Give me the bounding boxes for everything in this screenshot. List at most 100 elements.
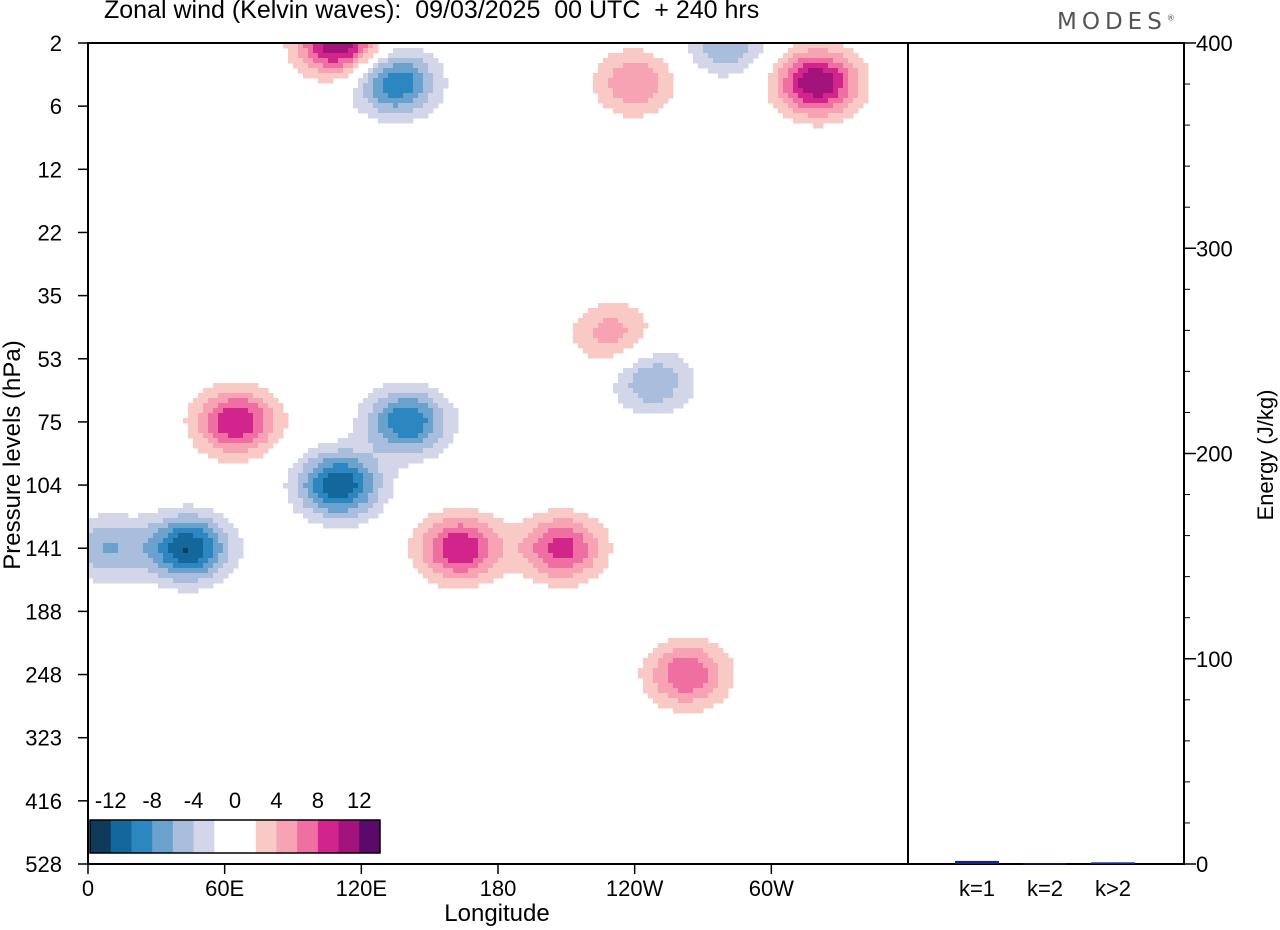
heatmap-cell bbox=[673, 363, 679, 369]
heatmap-cell bbox=[583, 558, 589, 564]
heatmap-cell bbox=[663, 668, 669, 674]
heatmap-cell bbox=[173, 563, 179, 569]
heatmap-cell bbox=[803, 73, 809, 79]
heatmap-cell bbox=[718, 658, 724, 664]
heatmap-cell bbox=[623, 333, 629, 339]
heatmap-cell bbox=[188, 513, 194, 519]
heatmap-cell bbox=[698, 643, 704, 649]
heatmap-cell bbox=[593, 313, 599, 319]
heatmap-cell bbox=[123, 518, 129, 524]
heatmap-cell bbox=[218, 433, 224, 439]
heatmap-cell bbox=[778, 63, 784, 69]
heatmap-cell bbox=[603, 308, 609, 314]
heatmap-cell bbox=[128, 573, 134, 579]
heatmap-cell bbox=[628, 58, 634, 64]
heatmap-cell bbox=[103, 523, 109, 529]
heatmap-cell bbox=[658, 703, 664, 709]
heatmap-cell bbox=[263, 418, 269, 424]
heatmap-cell bbox=[678, 698, 684, 704]
heatmap-cell bbox=[603, 323, 609, 329]
heatmap-cell bbox=[408, 53, 414, 59]
heatmap-cell bbox=[468, 583, 474, 589]
heatmap-cell bbox=[353, 503, 359, 509]
heatmap-cell bbox=[653, 388, 659, 394]
heatmap-cell bbox=[698, 698, 704, 704]
heatmap-cell bbox=[598, 333, 604, 339]
heatmap-cell bbox=[583, 333, 589, 339]
heatmap-cell bbox=[208, 423, 214, 429]
heatmap-cell bbox=[838, 93, 844, 99]
heatmap-cell bbox=[133, 568, 139, 574]
heatmap-cell bbox=[198, 423, 204, 429]
heatmap-cell bbox=[403, 73, 409, 79]
heatmap-cell bbox=[428, 68, 434, 74]
heatmap-cell bbox=[413, 543, 419, 549]
heatmap-cell bbox=[643, 93, 649, 99]
heatmap-cell bbox=[443, 573, 449, 579]
heatmap-cell bbox=[703, 58, 709, 64]
heatmap-cell bbox=[223, 568, 229, 574]
heatmap-cell bbox=[698, 48, 704, 54]
heatmap-cell bbox=[608, 63, 614, 69]
heatmap-cell bbox=[308, 503, 314, 509]
heatmap-cell bbox=[398, 418, 404, 424]
heatmap-cell bbox=[423, 413, 429, 419]
heatmap-cell bbox=[453, 528, 459, 534]
heatmap-cell bbox=[573, 553, 579, 559]
heatmap-cell bbox=[338, 63, 344, 69]
heatmap-cell bbox=[818, 53, 824, 59]
heatmap-cell bbox=[373, 443, 379, 449]
heatmap-cell bbox=[433, 388, 439, 394]
heatmap-cell bbox=[413, 63, 419, 69]
heatmap-cell bbox=[433, 413, 439, 419]
heatmap-cell bbox=[343, 458, 349, 464]
heatmap-cell bbox=[163, 548, 169, 554]
heatmap-cell bbox=[468, 548, 474, 554]
heatmap-cell bbox=[373, 398, 379, 404]
heatmap-cell bbox=[403, 88, 409, 94]
heatmap-cell bbox=[98, 568, 104, 574]
heatmap-cell bbox=[838, 58, 844, 64]
heatmap-cell bbox=[378, 63, 384, 69]
heatmap-cell bbox=[188, 558, 194, 564]
heatmap-cell bbox=[638, 313, 644, 319]
heatmap-cell bbox=[418, 443, 424, 449]
heatmap-cell bbox=[403, 428, 409, 434]
heatmap-cell bbox=[363, 103, 369, 109]
heatmap-cell bbox=[663, 398, 669, 404]
heatmap-cell bbox=[183, 523, 189, 529]
heatmap-cell bbox=[188, 523, 194, 529]
heatmap-cell bbox=[463, 548, 469, 554]
heatmap-cell bbox=[213, 453, 219, 459]
heatmap-cell bbox=[353, 483, 359, 489]
heatmap-cell bbox=[643, 98, 649, 104]
heatmap-cell bbox=[393, 393, 399, 399]
heatmap-cell bbox=[398, 453, 404, 459]
heatmap-cell bbox=[303, 513, 309, 519]
heatmap-cell bbox=[423, 88, 429, 94]
heatmap-cell bbox=[578, 538, 584, 544]
heatmap-cell bbox=[338, 483, 344, 489]
heatmap-cell bbox=[703, 698, 709, 704]
heatmap-cell bbox=[823, 63, 829, 69]
heatmap-cell bbox=[708, 658, 714, 664]
heatmap-cell bbox=[703, 48, 709, 54]
heatmap-cell bbox=[308, 488, 314, 494]
heatmap-cell bbox=[473, 528, 479, 534]
heatmap-cell bbox=[393, 98, 399, 104]
heatmap-cell bbox=[193, 428, 199, 434]
heatmap-cell bbox=[663, 98, 669, 104]
heatmap-cell bbox=[378, 423, 384, 429]
heatmap-cell bbox=[228, 568, 234, 574]
heatmap-cell bbox=[728, 658, 734, 664]
heatmap-cell bbox=[708, 683, 714, 689]
heatmap-cell bbox=[603, 73, 609, 79]
heatmap-cell bbox=[533, 553, 539, 559]
heatmap-cell bbox=[218, 388, 224, 394]
heatmap-cell bbox=[273, 418, 279, 424]
heatmap-cell bbox=[658, 58, 664, 64]
heatmap-cell bbox=[213, 428, 219, 434]
heatmap-cell bbox=[553, 568, 559, 574]
heatmap-cell bbox=[438, 448, 444, 454]
heatmap-cell bbox=[173, 543, 179, 549]
